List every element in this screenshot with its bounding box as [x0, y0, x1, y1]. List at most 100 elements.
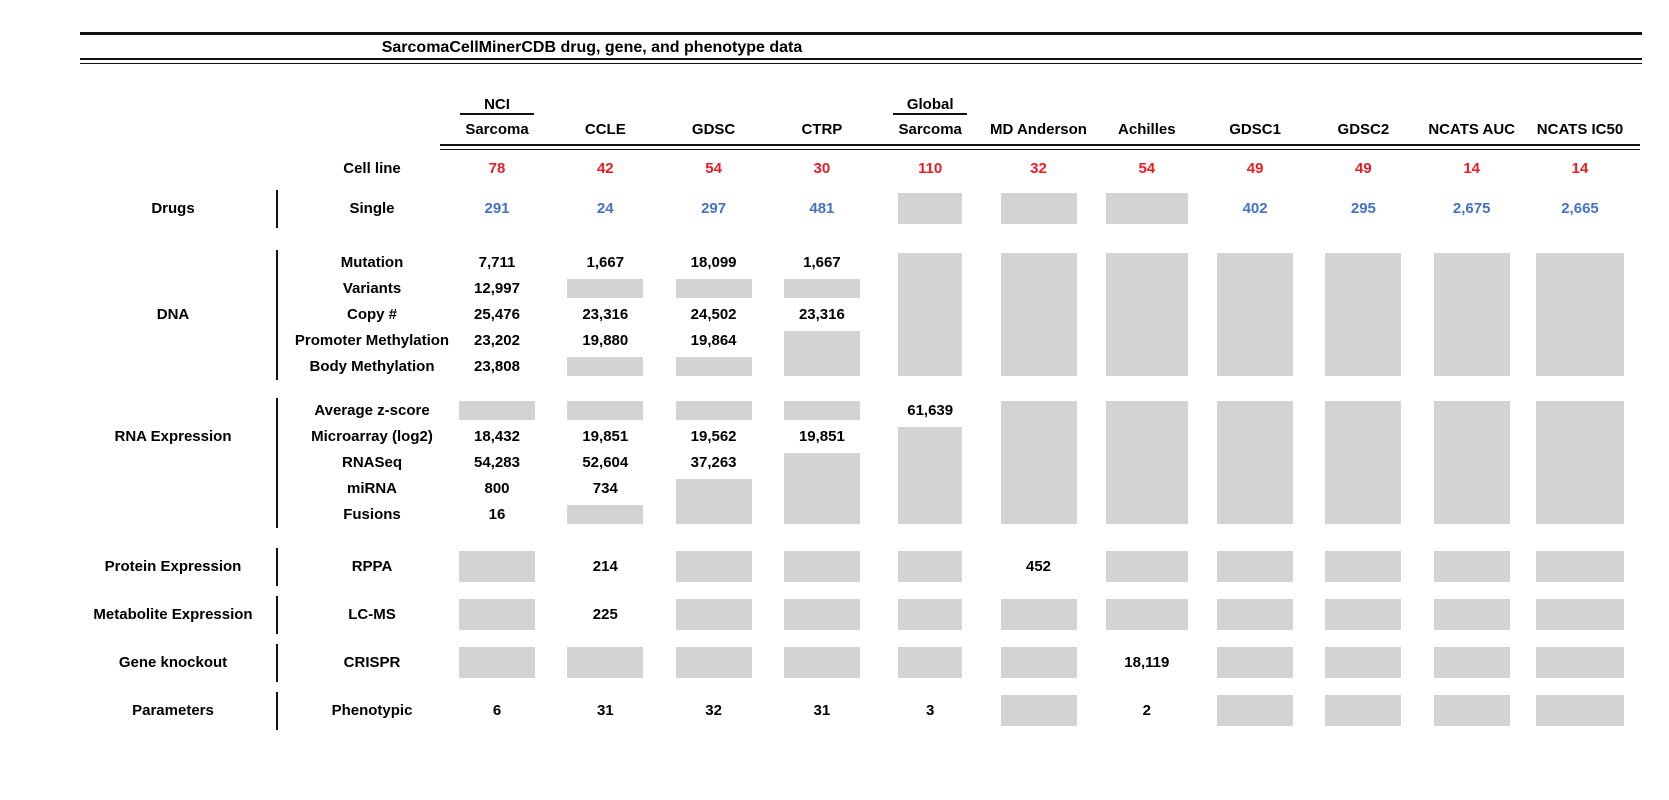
missing-data-box: [1325, 647, 1402, 678]
group-label: Drugs: [151, 200, 195, 217]
missing-data-box: [1325, 599, 1402, 630]
missing-data-box: [1325, 695, 1402, 726]
cell-value: 52,604: [582, 454, 629, 471]
group-divider-bar: [276, 190, 278, 228]
missing-data-box: [1000, 193, 1077, 224]
group-divider-bar: [276, 596, 278, 634]
cell-line-count: 49: [1355, 160, 1372, 177]
missing-data-box: [675, 479, 752, 524]
row-label: Microarray (log2): [311, 428, 433, 445]
group-label: DNA: [156, 306, 190, 323]
cell-value: 61,639: [907, 402, 954, 419]
missing-data-box: [898, 193, 963, 224]
missing-data-box: [675, 599, 752, 630]
cell-value: 18,432: [474, 428, 520, 445]
missing-data-box: [1536, 647, 1624, 678]
cell-value: 19,851: [798, 428, 845, 445]
cell-value: 24,502: [690, 306, 737, 323]
missing-data-box: [1433, 401, 1510, 524]
cell-line-count: 78: [488, 160, 506, 177]
cell-value: 37,263: [690, 454, 737, 471]
cell-value: 18,119: [1124, 654, 1170, 671]
missing-data-box: [1433, 551, 1510, 582]
missing-data-box: [783, 453, 860, 524]
missing-data-box: [1105, 401, 1188, 524]
missing-data-box: [567, 357, 644, 376]
cell-value: 295: [1350, 200, 1376, 217]
cell-line-count: 54: [705, 160, 722, 177]
missing-data-box: [1217, 599, 1294, 630]
missing-data-box: [459, 599, 535, 630]
column-header: Sarcoma: [898, 121, 962, 138]
cell-line-count: 54: [1138, 160, 1156, 177]
cell-value: 2: [1142, 702, 1151, 719]
missing-data-box: [1536, 599, 1624, 630]
missing-data-box: [675, 357, 752, 376]
missing-data-box: [1000, 647, 1077, 678]
column-header: MD Anderson: [990, 121, 1087, 138]
column-header: GDSC: [691, 121, 736, 138]
cell-line-count: 14: [1571, 160, 1589, 177]
missing-data-box: [1217, 401, 1294, 524]
missing-data-box: [783, 279, 860, 298]
title-bottom-rule: [80, 58, 1642, 64]
cell-value: 6: [492, 702, 502, 719]
column-header-underline: [460, 113, 534, 115]
header-bottom-rule: [440, 144, 1640, 150]
missing-data-box: [1105, 599, 1188, 630]
cell-value: 12,997: [474, 280, 520, 297]
cell-line-count: 110: [918, 160, 943, 177]
cell-value: 19,851: [582, 428, 629, 445]
missing-data-box: [675, 279, 752, 298]
cell-value: 3: [926, 702, 935, 719]
missing-data-box: [783, 647, 860, 678]
cell-line-count: 32: [1030, 160, 1047, 177]
missing-data-box: [1000, 599, 1077, 630]
missing-data-box: [1000, 253, 1077, 376]
group-divider-bar: [276, 548, 278, 586]
cell-value: 225: [592, 606, 618, 623]
missing-data-box: [1433, 695, 1510, 726]
column-header: NCATS AUC: [1428, 121, 1516, 138]
cell-value: 19,864: [690, 332, 737, 349]
cell-value: 18,099: [690, 254, 737, 271]
missing-data-box: [783, 551, 860, 582]
missing-data-box: [783, 599, 860, 630]
cell-value: 2,675: [1452, 200, 1491, 217]
missing-data-box: [1217, 695, 1294, 726]
cell-value: 402: [1242, 200, 1268, 217]
column-header-underline: [893, 113, 968, 115]
column-header-top: Global: [906, 96, 954, 113]
group-divider-bar: [276, 250, 278, 380]
missing-data-box: [1433, 599, 1510, 630]
missing-data-box: [675, 551, 752, 582]
missing-data-box: [567, 505, 644, 524]
missing-data-box: [783, 401, 860, 420]
cell-value: 1,667: [803, 254, 841, 271]
cell-value: 214: [592, 558, 618, 575]
missing-data-box: [1433, 647, 1510, 678]
missing-data-box: [1105, 551, 1188, 582]
cell-value: 452: [1025, 558, 1052, 575]
cell-value: 24: [596, 200, 614, 217]
missing-data-box: [1000, 695, 1077, 726]
missing-data-box: [1536, 695, 1624, 726]
cell-value: 16: [488, 506, 506, 523]
group-label: Protein Expression: [104, 558, 242, 575]
column-header-top: NCI: [484, 96, 510, 113]
row-label: Body Methylation: [309, 358, 435, 375]
missing-data-box: [1536, 551, 1624, 582]
cell-value: 25,476: [474, 306, 520, 323]
row-label: Single: [349, 200, 395, 217]
row-label: Phenotypic: [331, 702, 413, 719]
column-header: CCLE: [584, 121, 626, 138]
cell-value: 291: [484, 200, 510, 217]
missing-data-box: [1433, 253, 1510, 376]
missing-data-box: [567, 401, 644, 420]
missing-data-box: [675, 401, 752, 420]
column-header: GDSC2: [1337, 121, 1390, 138]
cell-value: 1,667: [586, 254, 625, 271]
cell-value: 32: [705, 702, 722, 719]
row-label: Variants: [342, 280, 402, 297]
column-header: Sarcoma: [465, 121, 529, 138]
